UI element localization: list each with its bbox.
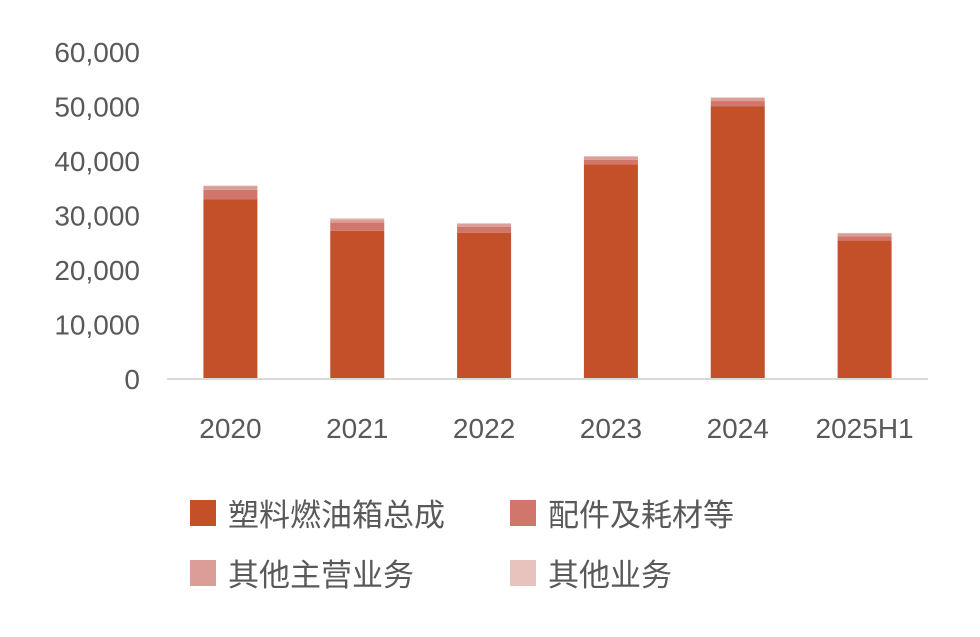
- bar-segment: [457, 232, 512, 379]
- legend-item-other-main-business: 其他主营业务: [190, 550, 414, 595]
- bar-segment: [583, 159, 638, 165]
- bar-segment: [837, 240, 892, 379]
- x-axis: 2020 2021 2022 2023 2024 2025H1: [199, 413, 913, 444]
- y-tick-label: 50,000: [54, 92, 140, 123]
- bar-segment: [710, 97, 765, 102]
- bar-segment: [583, 156, 638, 157]
- legend-swatch: [190, 499, 216, 526]
- x-tick-label: 2025H1: [816, 413, 914, 444]
- y-tick-label: 60,000: [54, 37, 140, 68]
- bar-segment: [330, 218, 385, 220]
- bar-segment: [710, 101, 765, 107]
- bar-segment: [330, 222, 385, 231]
- y-tick-label: 10,000: [54, 310, 140, 341]
- bar-segment: [457, 223, 512, 224]
- y-tick-label: 20,000: [54, 255, 140, 286]
- bar-segment: [203, 185, 258, 187]
- bar-segment: [330, 230, 385, 379]
- legend-label: 其他主营业务: [228, 558, 414, 594]
- bar-segment: [837, 236, 892, 241]
- x-tick-label: 2023: [580, 413, 642, 444]
- legend-swatch: [510, 499, 536, 526]
- x-tick-label: 2022: [453, 413, 515, 444]
- legend-item-plastic-fuel-tank: 塑料燃油箱总成: [190, 490, 445, 535]
- bar-segment: [837, 233, 892, 237]
- y-tick-label: 30,000: [54, 201, 140, 232]
- bar-segment: [203, 199, 258, 379]
- bar-segment: [837, 232, 892, 234]
- legend-item-parts-consumables: 配件及耗材等: [510, 490, 734, 535]
- bar-segment: [457, 223, 512, 227]
- bar-segment: [710, 106, 765, 379]
- bar-segment: [583, 164, 638, 379]
- legend-swatch: [510, 559, 536, 586]
- legend-label: 塑料燃油箱总成: [228, 498, 445, 534]
- legend-label: 其他业务: [548, 558, 672, 594]
- y-tick-label: 0: [124, 364, 140, 395]
- x-tick-label: 2021: [326, 413, 388, 444]
- bar-segment: [457, 226, 512, 233]
- bars: [203, 97, 892, 379]
- x-tick-label: 2020: [199, 413, 261, 444]
- bar-segment: [203, 189, 258, 200]
- legend-label: 配件及耗材等: [548, 498, 734, 534]
- bar-segment: [330, 219, 385, 223]
- bar-segment: [583, 156, 638, 160]
- y-tick-label: 40,000: [54, 146, 140, 177]
- bar-segment: [203, 186, 258, 190]
- legend-item-other-business: 其他业务: [510, 550, 672, 595]
- y-axis: 0 10,000 20,000 30,000 40,000 50,000 60,000: [54, 37, 140, 395]
- x-tick-label: 2024: [707, 413, 769, 444]
- bar-segment: [710, 97, 765, 98]
- legend-swatch: [190, 559, 216, 586]
